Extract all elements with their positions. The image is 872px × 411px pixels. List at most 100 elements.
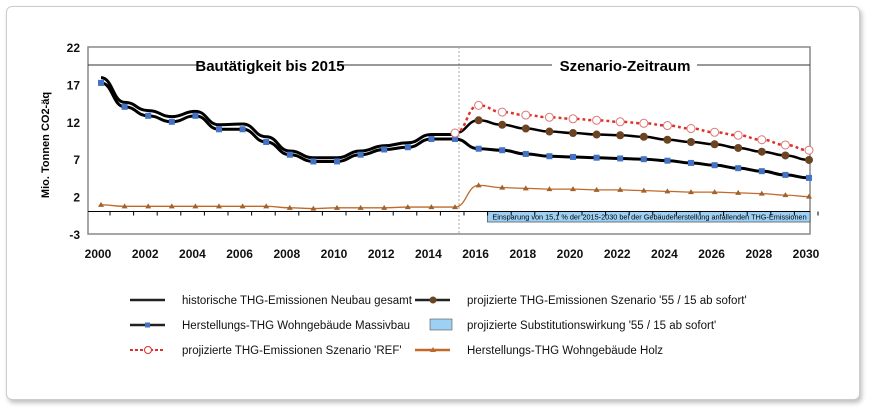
point-holz bbox=[145, 203, 152, 209]
x-tick-label: 2008 bbox=[273, 247, 300, 261]
point-ref bbox=[450, 128, 460, 138]
legend-swatch bbox=[429, 318, 453, 331]
series-line-historic bbox=[100, 76, 455, 160]
point-55-15 bbox=[805, 155, 813, 164]
point-55-15 bbox=[757, 147, 766, 156]
y-tick-label: 22 bbox=[67, 41, 81, 55]
legend-marker bbox=[430, 347, 436, 352]
point-ref bbox=[497, 107, 507, 117]
period-label-history: Bautätigkeit bis 2015 bbox=[195, 58, 344, 75]
point-massivbau bbox=[168, 118, 175, 125]
point-holz bbox=[452, 204, 458, 210]
point-55-15 bbox=[545, 127, 554, 136]
legend-label: projizierte Substitutionswirkung '55 / 1… bbox=[467, 320, 716, 332]
y-tick-label: 17 bbox=[67, 78, 81, 92]
point-holz bbox=[168, 203, 175, 209]
x-tick-label: 2002 bbox=[132, 247, 159, 261]
point-massivbau bbox=[216, 126, 222, 133]
y-tick-label: 7 bbox=[73, 153, 80, 167]
x-tick-label: 2028 bbox=[745, 247, 772, 261]
point-holz bbox=[192, 203, 199, 209]
x-tick-label: 2000 bbox=[85, 247, 112, 261]
point-55-15 bbox=[687, 137, 695, 146]
point-ref bbox=[544, 112, 554, 122]
series-line-55-15 bbox=[454, 119, 810, 162]
point-holz bbox=[735, 189, 742, 195]
point-massivbau bbox=[145, 112, 152, 119]
y-tick-label: 12 bbox=[67, 116, 81, 130]
point-holz bbox=[310, 205, 317, 211]
point-55-15 bbox=[616, 131, 625, 140]
point-holz bbox=[121, 203, 128, 209]
point-massivbau bbox=[310, 158, 317, 165]
point-ref bbox=[733, 130, 743, 140]
legend-marker bbox=[145, 322, 150, 328]
point-massivbau bbox=[522, 150, 529, 157]
point-55-15 bbox=[569, 129, 577, 138]
point-ref bbox=[568, 114, 578, 124]
x-tick-label: 2022 bbox=[604, 247, 631, 261]
y-axis-label: Mio. Tonnen CO2-äq bbox=[40, 92, 52, 198]
point-holz bbox=[570, 186, 576, 192]
point-ref bbox=[686, 124, 696, 134]
point-ref bbox=[757, 135, 767, 145]
point-massivbau bbox=[617, 155, 624, 162]
point-holz bbox=[546, 186, 553, 192]
legend-label: Herstellungs-THG Wohngebäude Massivbau bbox=[182, 320, 410, 332]
point-ref bbox=[804, 145, 814, 155]
point-holz bbox=[806, 193, 812, 199]
point-55-15 bbox=[639, 132, 648, 141]
point-holz bbox=[404, 204, 411, 210]
x-tick-label: 2020 bbox=[557, 247, 584, 261]
point-ref bbox=[592, 115, 602, 125]
point-massivbau bbox=[735, 165, 742, 172]
point-massivbau bbox=[570, 153, 576, 160]
legend-label: Herstellungs-THG Wohngebäude Holz bbox=[467, 345, 663, 357]
legend-marker bbox=[429, 296, 437, 304]
point-massivbau bbox=[239, 126, 246, 133]
point-massivbau bbox=[475, 145, 482, 152]
point-massivbau bbox=[782, 171, 789, 178]
legend-label: projizierte THG-Emissionen Szenario 'REF… bbox=[182, 345, 402, 357]
point-ref bbox=[710, 127, 720, 137]
series-line-ref bbox=[454, 104, 810, 152]
point-holz bbox=[782, 192, 789, 198]
point-55-15 bbox=[734, 143, 743, 152]
point-55-15 bbox=[474, 116, 483, 125]
point-massivbau bbox=[806, 174, 812, 181]
point-ref bbox=[662, 121, 672, 131]
x-tick-label: 2016 bbox=[462, 247, 489, 261]
x-tick-label: 2010 bbox=[321, 247, 348, 261]
x-tick-label: 2026 bbox=[698, 247, 725, 261]
x-tick-label: 2018 bbox=[509, 247, 536, 261]
point-massivbau bbox=[711, 162, 718, 169]
point-holz bbox=[711, 189, 718, 195]
point-holz bbox=[688, 189, 694, 195]
point-massivbau bbox=[286, 151, 293, 158]
point-holz bbox=[475, 182, 482, 188]
point-massivbau bbox=[404, 144, 411, 151]
point-ref bbox=[639, 118, 649, 128]
point-holz bbox=[381, 204, 388, 210]
point-55-15 bbox=[592, 130, 601, 139]
x-tick-label: 2004 bbox=[179, 247, 206, 261]
point-holz bbox=[617, 186, 624, 192]
point-massivbau bbox=[192, 112, 199, 119]
period-label-scenario: Szenario-Zeitraum bbox=[560, 58, 691, 75]
x-tick-label: 2024 bbox=[651, 247, 678, 261]
point-55-15 bbox=[781, 151, 790, 160]
point-massivbau bbox=[664, 157, 671, 164]
x-tick-label: 2006 bbox=[226, 247, 253, 261]
point-ref bbox=[474, 100, 484, 110]
point-holz bbox=[593, 186, 600, 192]
point-massivbau bbox=[758, 168, 765, 175]
point-holz bbox=[499, 184, 506, 190]
point-holz bbox=[357, 204, 364, 210]
point-holz bbox=[216, 203, 222, 209]
point-massivbau bbox=[334, 158, 340, 165]
point-holz bbox=[239, 203, 246, 209]
point-ref bbox=[521, 110, 531, 120]
point-massivbau bbox=[263, 138, 270, 145]
